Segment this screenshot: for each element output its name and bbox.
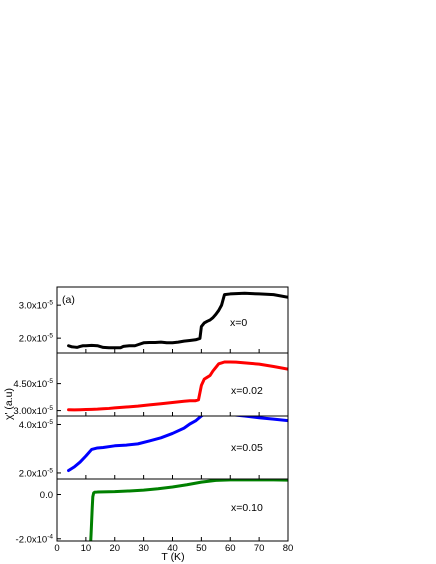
y-tick-label: 3.00x10-5 [13,405,53,417]
series-annotation: x=0.02 [231,385,263,397]
series-annotation: x=0 [230,317,247,329]
series-line [67,360,288,412]
x-tick-label: 80 [283,543,294,554]
y-tick-label: 2.0x10-5 [19,467,54,479]
x-tick-label: 70 [254,543,265,554]
x-tick-label: 60 [225,543,236,554]
y-tick-label: 2.0x10-5 [19,333,54,345]
series-line [67,416,288,473]
panel-2: 3.00x10-5 4.50x10-5 x=0.02 [13,352,289,417]
y-tick-label: 0.0 [40,490,53,501]
x-tick-label: 10 [81,543,92,554]
panel-3: 2.0x10-5 4.0x10-5 x=0.05 [19,415,289,480]
panel-label: (a) [62,294,75,306]
panel-1: 2.0x10-5 3.0x10-5 x=0 [19,286,289,354]
series-annotation: x=0.05 [231,442,263,454]
y-tick-label: -2.0x10-4 [16,533,54,545]
x-tick-label: 40 [167,543,178,554]
x-tick-label: 0 [54,543,59,554]
x-axis-title: T (K) [161,551,184,563]
y-tick-label: 4.0x10-5 [19,419,54,431]
series-line [89,479,288,541]
x-tick-label: 20 [109,543,120,554]
y-tick-label: 3.0x10-5 [19,300,54,312]
y-tick-label: 4.50x10-5 [13,378,53,390]
x-tick-label: 30 [138,543,149,554]
y-axis-title: χ' (a.u) [3,388,15,420]
series-annotation: x=0.10 [231,502,263,514]
panels-group: 2.0x10-5 3.0x10-5 x=0 3.00x10-5 4.50x10-5 x=0… [13,286,289,545]
x-tick-label: 50 [196,543,207,554]
x-axis: 0 10 20 30 40 50 60 70 80 [54,543,293,554]
panel-4: -2.0x10-4 0.0 x=0.10 [16,478,289,545]
series-line [67,291,288,350]
